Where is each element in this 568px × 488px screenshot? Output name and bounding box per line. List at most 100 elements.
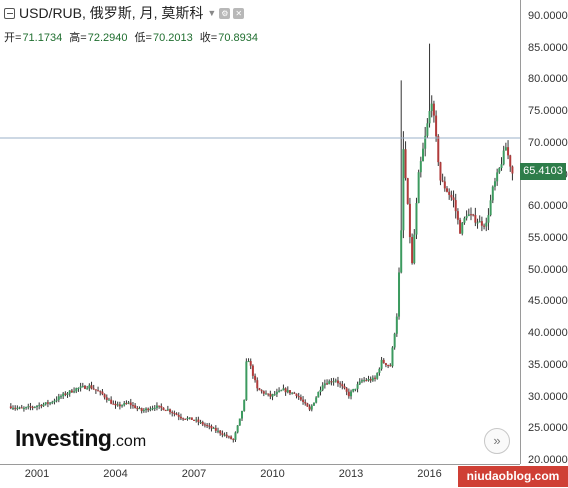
candle-body xyxy=(380,359,383,369)
candle-body xyxy=(16,407,19,409)
close-icon[interactable]: ✕ xyxy=(233,7,245,19)
candle-body xyxy=(44,402,47,405)
candle-body xyxy=(360,380,363,382)
candle-body xyxy=(308,406,311,410)
candle-body xyxy=(297,395,300,398)
candle-body xyxy=(116,404,119,406)
candle-body xyxy=(483,225,486,227)
y-tick-label: 50.0000 xyxy=(528,263,568,276)
candle-body xyxy=(321,385,324,390)
candle-body xyxy=(12,407,15,409)
candle-body xyxy=(371,377,374,381)
candle-body xyxy=(190,417,193,420)
candle-body xyxy=(443,181,446,189)
candle-body xyxy=(105,397,108,400)
candle-body xyxy=(432,103,435,116)
candle-body xyxy=(107,399,110,401)
candle-body xyxy=(469,214,472,216)
candle-body xyxy=(312,402,315,406)
candle-body xyxy=(38,405,41,407)
candle-body xyxy=(288,390,291,394)
candle-body xyxy=(188,417,191,419)
candle-body xyxy=(430,103,433,112)
collapse-icon[interactable] xyxy=(4,7,15,19)
candle-body xyxy=(110,399,113,404)
candle-body xyxy=(496,172,499,182)
candle-body xyxy=(260,390,263,392)
candle-body xyxy=(25,407,28,409)
candle-body xyxy=(195,419,198,421)
y-tick-label: 25.0000 xyxy=(528,422,568,435)
candle-body xyxy=(27,406,30,408)
candle-body xyxy=(369,379,372,381)
candle-body xyxy=(68,390,71,394)
candle-body xyxy=(459,219,462,234)
scroll-to-latest-button[interactable]: » xyxy=(484,428,510,454)
candle-body xyxy=(182,418,185,420)
candle-body xyxy=(88,385,91,389)
candle-body xyxy=(441,180,444,182)
candle-body xyxy=(448,191,451,195)
candle-body xyxy=(339,383,342,385)
candle-body xyxy=(491,186,494,201)
candle-body xyxy=(511,166,514,174)
candle-body xyxy=(326,383,329,385)
candle-body xyxy=(36,406,38,408)
candle-body xyxy=(225,434,228,437)
candle-body xyxy=(230,436,233,439)
candle-body xyxy=(382,359,385,364)
candle-body xyxy=(212,427,215,429)
candle-body xyxy=(476,222,479,224)
candle-body xyxy=(127,402,130,404)
chevron-down-icon[interactable]: ▼ xyxy=(207,8,217,18)
candle-body xyxy=(136,408,139,410)
candle-body xyxy=(86,388,89,390)
candle-body xyxy=(94,389,97,391)
x-axis[interactable] xyxy=(0,464,520,488)
candle-body xyxy=(278,390,281,392)
y-tick-label: 85.0000 xyxy=(528,41,568,54)
candle-body xyxy=(408,203,411,238)
y-tick-label: 75.0000 xyxy=(528,105,568,118)
candle-body xyxy=(417,172,420,204)
candle-body xyxy=(256,380,259,389)
candle-body xyxy=(223,434,226,436)
candle-body xyxy=(271,394,274,397)
candle-body xyxy=(315,397,318,403)
candle-body xyxy=(293,392,296,394)
candle-body xyxy=(269,393,272,397)
candle-body xyxy=(114,403,117,406)
candle-body xyxy=(395,316,398,334)
candle-body xyxy=(217,430,220,432)
settings-icon[interactable]: ⚙ xyxy=(219,7,231,19)
candle-body xyxy=(317,392,320,398)
x-tick-label: 2016 xyxy=(417,468,442,480)
candle-body xyxy=(193,419,196,421)
candle-body xyxy=(29,406,32,408)
candle-body xyxy=(245,361,248,401)
candle-body xyxy=(151,408,154,410)
high-label: 高= xyxy=(69,32,87,44)
candle-body xyxy=(343,386,346,389)
logo-main: Investing xyxy=(15,425,112,451)
candle-body xyxy=(123,403,126,406)
candle-body xyxy=(258,388,261,391)
candle-body xyxy=(125,403,128,405)
candle-body xyxy=(286,390,289,393)
candle-body xyxy=(208,425,211,427)
y-tick-label: 55.0000 xyxy=(528,232,568,244)
candle-body xyxy=(480,221,483,226)
candle-body xyxy=(118,404,121,407)
candle-body xyxy=(352,389,355,392)
candle-body xyxy=(173,412,176,414)
candle-body xyxy=(302,399,305,402)
candle-body xyxy=(365,380,368,382)
candle-body xyxy=(227,436,230,438)
candle-body xyxy=(356,384,359,389)
candle-body xyxy=(66,393,69,395)
candle-body xyxy=(81,385,84,387)
candle-body xyxy=(391,347,394,367)
candle-body xyxy=(323,383,326,386)
x-tick-label: 2001 xyxy=(24,468,50,480)
